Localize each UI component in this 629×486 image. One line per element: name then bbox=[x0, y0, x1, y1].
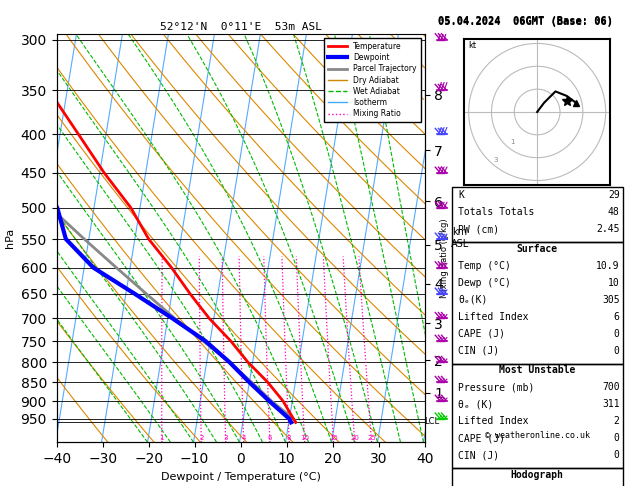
Text: kt: kt bbox=[469, 41, 477, 50]
Text: 4: 4 bbox=[242, 435, 246, 441]
Text: 48: 48 bbox=[608, 208, 620, 217]
Text: 15: 15 bbox=[329, 435, 338, 441]
Text: 6: 6 bbox=[268, 435, 272, 441]
Text: K: K bbox=[458, 191, 464, 200]
Legend: Temperature, Dewpoint, Parcel Trajectory, Dry Adiabat, Wet Adiabat, Isotherm, Mi: Temperature, Dewpoint, Parcel Trajectory… bbox=[325, 38, 421, 122]
Text: 1: 1 bbox=[509, 139, 515, 145]
Text: Surface: Surface bbox=[516, 244, 558, 254]
Text: 0: 0 bbox=[614, 451, 620, 460]
Text: © weatheronline.co.uk: © weatheronline.co.uk bbox=[485, 431, 589, 440]
Text: 311: 311 bbox=[602, 399, 620, 409]
Text: Most Unstable: Most Unstable bbox=[499, 365, 576, 375]
Text: 2: 2 bbox=[199, 435, 203, 441]
Text: LCL: LCL bbox=[425, 417, 440, 426]
Text: 0: 0 bbox=[614, 329, 620, 339]
Text: 0: 0 bbox=[614, 346, 620, 356]
Text: 6: 6 bbox=[614, 312, 620, 322]
Text: 20: 20 bbox=[350, 435, 359, 441]
Text: 2.45: 2.45 bbox=[596, 225, 620, 234]
Text: Totals Totals: Totals Totals bbox=[458, 208, 534, 217]
Text: CAPE (J): CAPE (J) bbox=[458, 434, 505, 443]
Text: Lifted Index: Lifted Index bbox=[458, 312, 528, 322]
Text: θₑ(K): θₑ(K) bbox=[458, 295, 487, 305]
Text: 29: 29 bbox=[608, 191, 620, 200]
Y-axis label: km
ASL: km ASL bbox=[451, 227, 469, 249]
Text: 25: 25 bbox=[367, 435, 376, 441]
Text: 10.9: 10.9 bbox=[596, 261, 620, 271]
Text: Hodograph: Hodograph bbox=[511, 470, 564, 480]
Text: 2: 2 bbox=[614, 417, 620, 426]
Text: 10: 10 bbox=[300, 435, 309, 441]
X-axis label: Dewpoint / Temperature (°C): Dewpoint / Temperature (°C) bbox=[160, 471, 321, 482]
Title: 52°12'N  0°11'E  53m ASL: 52°12'N 0°11'E 53m ASL bbox=[160, 22, 321, 32]
Text: 05.04.2024  06GMT (Base: 06): 05.04.2024 06GMT (Base: 06) bbox=[438, 17, 613, 27]
Text: CIN (J): CIN (J) bbox=[458, 451, 499, 460]
Text: Dewp (°C): Dewp (°C) bbox=[458, 278, 511, 288]
Text: Lifted Index: Lifted Index bbox=[458, 417, 528, 426]
Text: 305: 305 bbox=[602, 295, 620, 305]
Text: 10: 10 bbox=[608, 278, 620, 288]
Text: CIN (J): CIN (J) bbox=[458, 346, 499, 356]
Text: 0: 0 bbox=[614, 434, 620, 443]
Text: 1: 1 bbox=[160, 435, 164, 441]
Text: Pressure (mb): Pressure (mb) bbox=[458, 382, 534, 392]
Text: 05.04.2024  06GMT (Base: 06): 05.04.2024 06GMT (Base: 06) bbox=[438, 16, 613, 26]
Text: 8: 8 bbox=[287, 435, 291, 441]
Y-axis label: hPa: hPa bbox=[5, 228, 15, 248]
Text: 3: 3 bbox=[494, 157, 498, 163]
Text: 700: 700 bbox=[602, 382, 620, 392]
Text: PW (cm): PW (cm) bbox=[458, 225, 499, 234]
Text: 3: 3 bbox=[223, 435, 228, 441]
Text: Mixing Ratio (g/kg): Mixing Ratio (g/kg) bbox=[440, 219, 449, 298]
Text: Temp (°C): Temp (°C) bbox=[458, 261, 511, 271]
Text: θₑ (K): θₑ (K) bbox=[458, 399, 493, 409]
Text: CAPE (J): CAPE (J) bbox=[458, 329, 505, 339]
